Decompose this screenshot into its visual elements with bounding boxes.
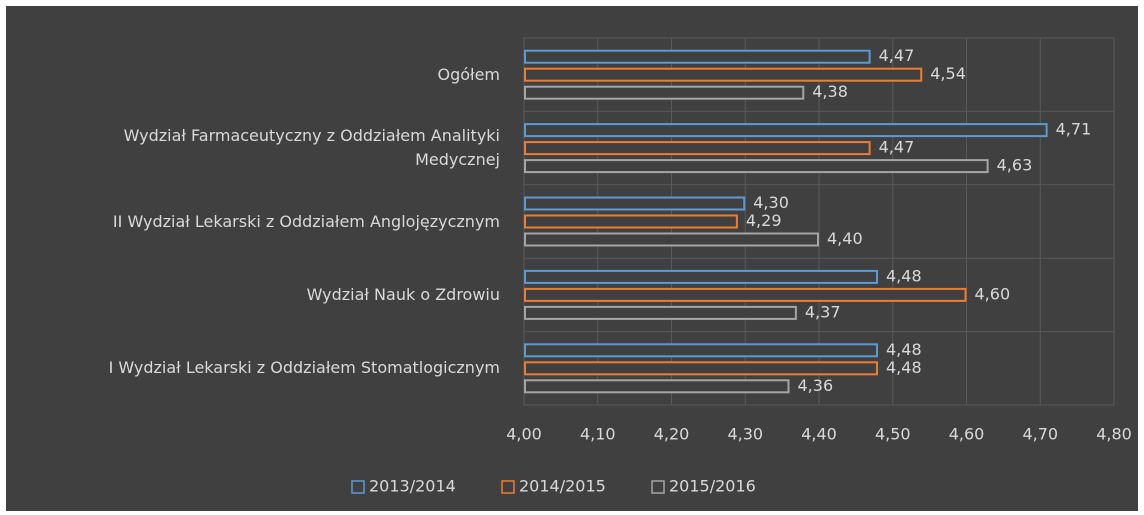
y-tick-label: Ogółem: [437, 64, 500, 84]
data-label: 4,47: [879, 138, 915, 157]
legend-marker: [351, 480, 365, 494]
bar: [524, 214, 738, 229]
bar: [524, 196, 746, 211]
bar: [524, 269, 878, 284]
data-label: 4,36: [798, 376, 834, 395]
x-tick-label: 4,10: [580, 425, 616, 444]
data-label: 4,30: [753, 193, 789, 212]
data-label: 4,40: [827, 229, 863, 248]
x-tick-label: 4,60: [949, 425, 985, 444]
bar: [524, 85, 805, 100]
data-label: 4,48: [886, 266, 922, 285]
bar: [524, 287, 967, 302]
y-tick-label: Wydział Nauk o Zdrowiu: [306, 284, 500, 304]
x-tick-label: 4,00: [506, 425, 542, 444]
x-tick-label: 4,50: [875, 425, 911, 444]
bar: [524, 343, 878, 358]
bar: [524, 141, 871, 156]
legend-label: 2015/2016: [669, 477, 756, 496]
y-tick-label: Wydział Farmaceutyczny z Oddziałem Anali…: [123, 126, 500, 170]
bar: [524, 361, 878, 376]
data-label: 4,48: [886, 340, 922, 359]
bar: [524, 67, 923, 82]
y-tick-label: II Wydział Lekarski z Oddziałem Anglojęz…: [112, 211, 500, 231]
bar: [524, 305, 797, 320]
data-label: 4,71: [1056, 120, 1092, 139]
data-label: 4,38: [812, 82, 848, 101]
bar: [524, 159, 989, 174]
data-label: 4,37: [805, 302, 841, 321]
data-label: 4,54: [930, 64, 966, 83]
data-label: 4,48: [886, 358, 922, 377]
x-tick-label: 4,40: [801, 425, 837, 444]
legend-marker: [501, 480, 515, 494]
legend-label: 2013/2014: [369, 477, 456, 496]
bar: [524, 379, 790, 394]
legend-label: 2014/2015: [519, 477, 606, 496]
data-label: 4,29: [746, 211, 782, 230]
x-tick-label: 4,20: [654, 425, 690, 444]
x-tick-label: 4,80: [1096, 425, 1132, 444]
data-label: 4,63: [997, 156, 1033, 175]
x-tick-label: 4,30: [727, 425, 763, 444]
data-label: 4,47: [879, 46, 915, 65]
legend-marker: [651, 480, 665, 494]
bar: [524, 232, 819, 247]
x-tick-label: 4,70: [1022, 425, 1058, 444]
data-label: 4,60: [975, 284, 1011, 303]
bar: [524, 123, 1048, 138]
bar: [524, 49, 871, 64]
y-tick-label: I Wydział Lekarski z Oddziałem Stomatlog…: [108, 358, 500, 378]
